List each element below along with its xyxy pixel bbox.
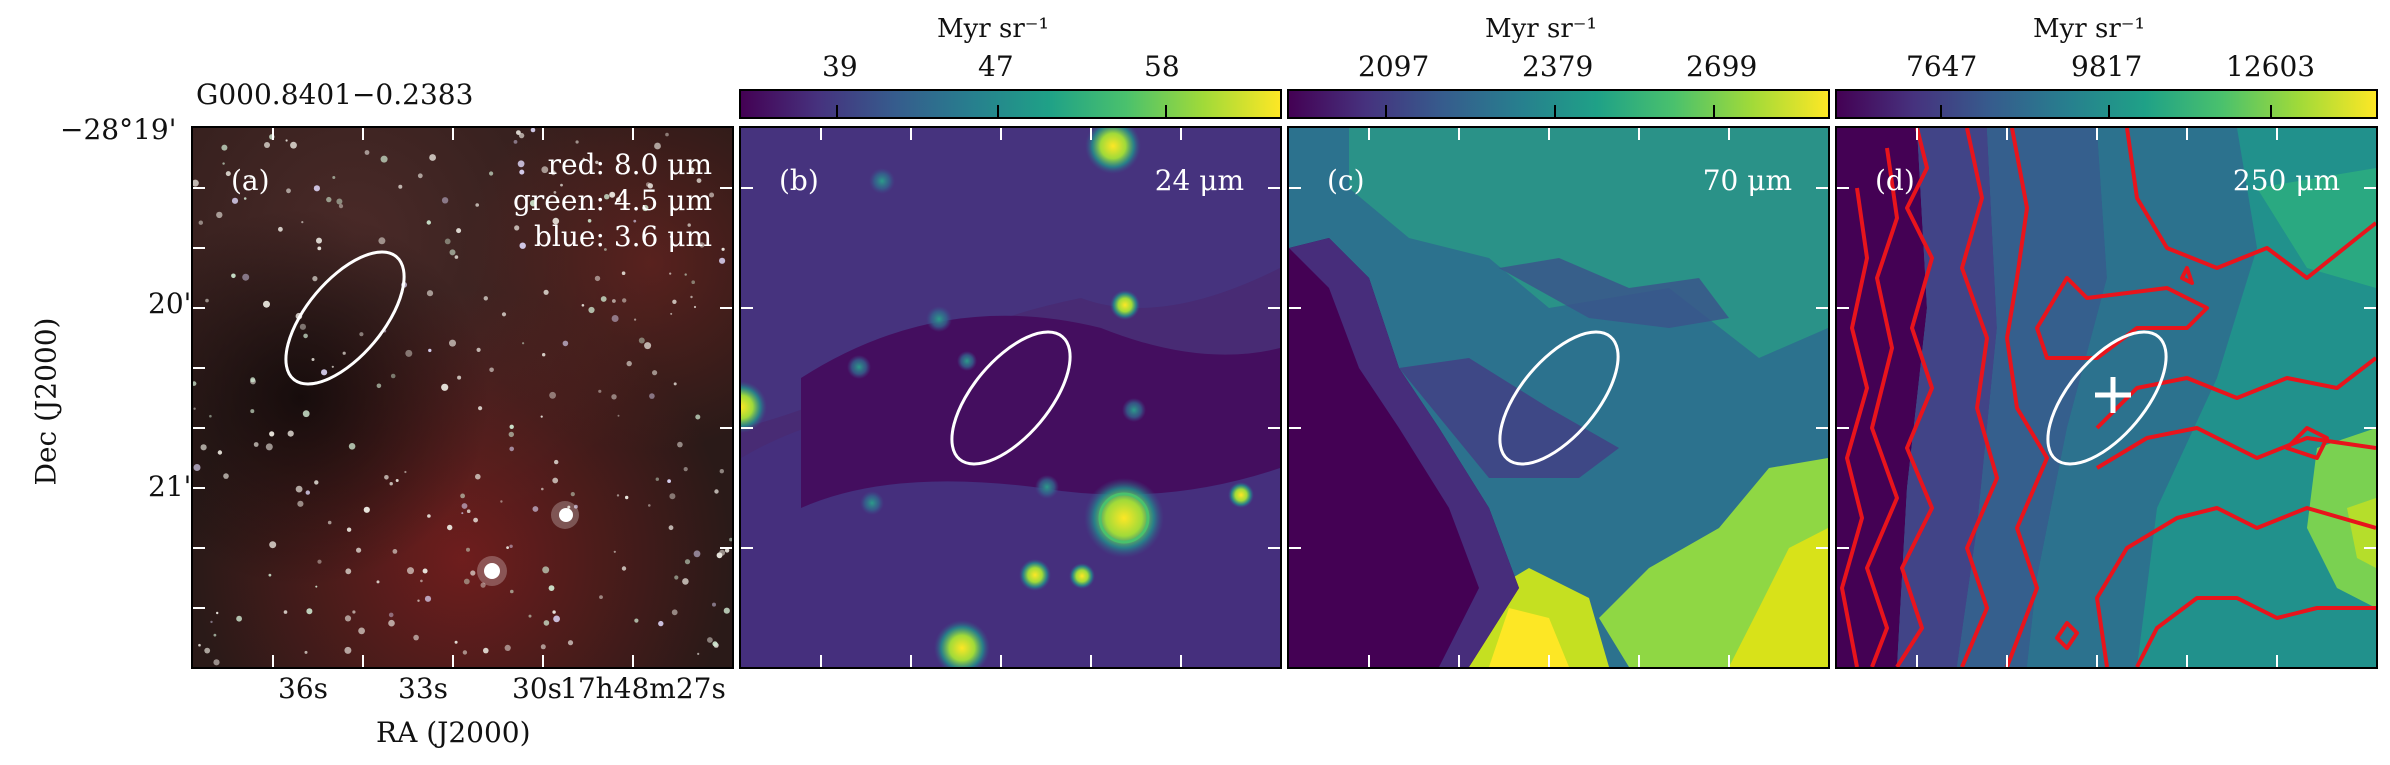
source-name: G000.8401−0.2383 [196,78,474,111]
ra-tick-label: 30s [512,672,562,705]
panel-c-tag: (c) [1327,164,1365,197]
colorbar-tick-label: 2699 [1686,50,1758,83]
panel-c-70um-image: (c) 70 μm [1287,126,1830,669]
panel-a-tag: (a) [231,164,270,197]
colorbar-tick-label: 47 [978,50,1014,83]
dec-tick-label: 21' [148,470,192,503]
panel-a-rgb-image: (a) red: 8.0 μm green: 4.5 μm blue: 3.6 … [191,126,734,669]
panel-a-band-blue: blue: 3.6 μm [534,220,712,253]
panel-a-band-red: red: 8.0 μm [547,148,712,181]
colorbar-title: Myr sr⁻¹ [1485,14,1597,44]
dec-tick-label: 20' [148,287,192,320]
colorbar-title: Myr sr⁻¹ [2033,14,2145,44]
colorbar-title: Myr sr⁻¹ [937,14,1049,44]
colorbar-tick-label: 9817 [2071,50,2143,83]
panel-d-250um-image: (d) 250 μm [1835,126,2378,669]
dec-tick-label: −28°19' [60,113,177,146]
panel-b-24um-image: (b) 24 μm [739,126,1282,669]
colorbar-tick-label: 12603 [2226,50,2316,83]
colorbar-tick-label: 39 [822,50,858,83]
ra-axis-label: RA (J2000) [376,716,531,749]
panel-a-band-green: green: 4.5 μm [513,184,712,217]
colorbar-tick-label: 58 [1144,50,1180,83]
panel-b-tag: (b) [779,164,819,197]
panel-c-wavelength: 70 μm [1702,164,1792,197]
colorbar-70um [1287,89,1830,119]
panel-b-wavelength: 24 μm [1154,164,1244,197]
colorbar-tick-label: 7647 [1906,50,1978,83]
colorbar-tick-label: 2379 [1522,50,1594,83]
ra-tick-label: 36s [278,672,328,705]
panel-d-tag: (d) [1875,164,1915,197]
panel-d-wavelength: 250 μm [2232,164,2340,197]
colorbar-24um [739,89,1282,119]
ra-tick-label: 17h48m27s [560,672,726,705]
colorbar-250um [1835,89,2378,119]
dec-axis-label: Dec (J2000) [29,317,63,486]
colorbar-tick-label: 2097 [1358,50,1430,83]
ra-tick-label: 33s [398,672,448,705]
